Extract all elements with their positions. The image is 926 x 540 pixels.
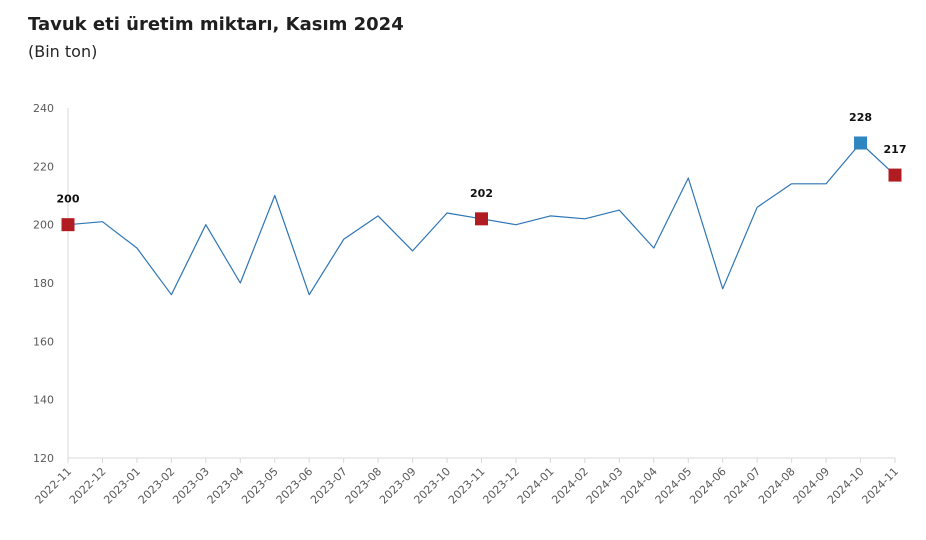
x-tick-label: 2023-08 (343, 465, 385, 507)
y-tick-label: 240 (33, 102, 54, 115)
x-tick-label: 2024-02 (549, 465, 591, 507)
highlight-marker (475, 212, 488, 226)
x-tick-label: 2023-03 (170, 465, 212, 507)
x-tick-label: 2023-02 (136, 465, 178, 507)
y-tick-label: 160 (33, 335, 54, 348)
x-tick-label: 2024-10 (825, 465, 867, 507)
x-tick-label: 2024-03 (584, 465, 626, 507)
data-label: 200 (57, 193, 80, 206)
x-tick-label: 2024-11 (859, 465, 901, 507)
chart-title: Tavuk eti üretim miktarı, Kasım 2024 (28, 14, 404, 35)
x-tick-label: 2024-08 (756, 465, 798, 507)
y-tick-label: 200 (33, 219, 54, 232)
x-tick-label: 2024-05 (653, 465, 695, 507)
highlight-marker (854, 136, 868, 150)
y-tick-label: 180 (33, 277, 54, 290)
x-axis: 2022-112022-122023-012023-022023-032023-… (32, 457, 901, 507)
y-tick-label: 140 (33, 394, 54, 407)
x-tick-label: 2024-01 (515, 465, 557, 507)
x-tick-label: 2023-10 (411, 465, 453, 507)
x-tick-label: 2024-06 (687, 465, 729, 507)
y-tick-label: 120 (33, 452, 54, 465)
highlight-markers: 200 202 228 217 (57, 111, 907, 232)
x-tick-label: 2023-01 (101, 465, 143, 507)
y-axis: 120 140 160 180 200 220 240 (33, 102, 69, 465)
x-tick-label: 2023-04 (205, 465, 247, 507)
x-tick-label: 2022-11 (32, 465, 74, 507)
data-label: 202 (470, 187, 493, 200)
x-tick-label: 2023-05 (239, 465, 281, 507)
highlight-marker (888, 168, 902, 182)
x-tick-label: 2023-11 (446, 465, 488, 507)
x-tick-label: 2023-06 (274, 465, 316, 507)
x-tick-label: 2024-09 (791, 465, 833, 507)
x-tick-label: 2023-09 (377, 465, 419, 507)
x-tick-label: 2023-12 (480, 465, 522, 507)
data-label: 228 (849, 111, 872, 124)
x-tick-label: 2022-12 (67, 465, 109, 507)
x-tick-label: 2023-07 (308, 465, 350, 507)
x-tick-label: 2024-07 (722, 465, 764, 507)
highlight-marker (61, 218, 75, 232)
x-tick-label: 2024-04 (618, 465, 660, 507)
data-label: 217 (884, 143, 907, 156)
y-tick-label: 220 (33, 160, 54, 173)
chart-subtitle: (Bin ton) (28, 42, 98, 61)
